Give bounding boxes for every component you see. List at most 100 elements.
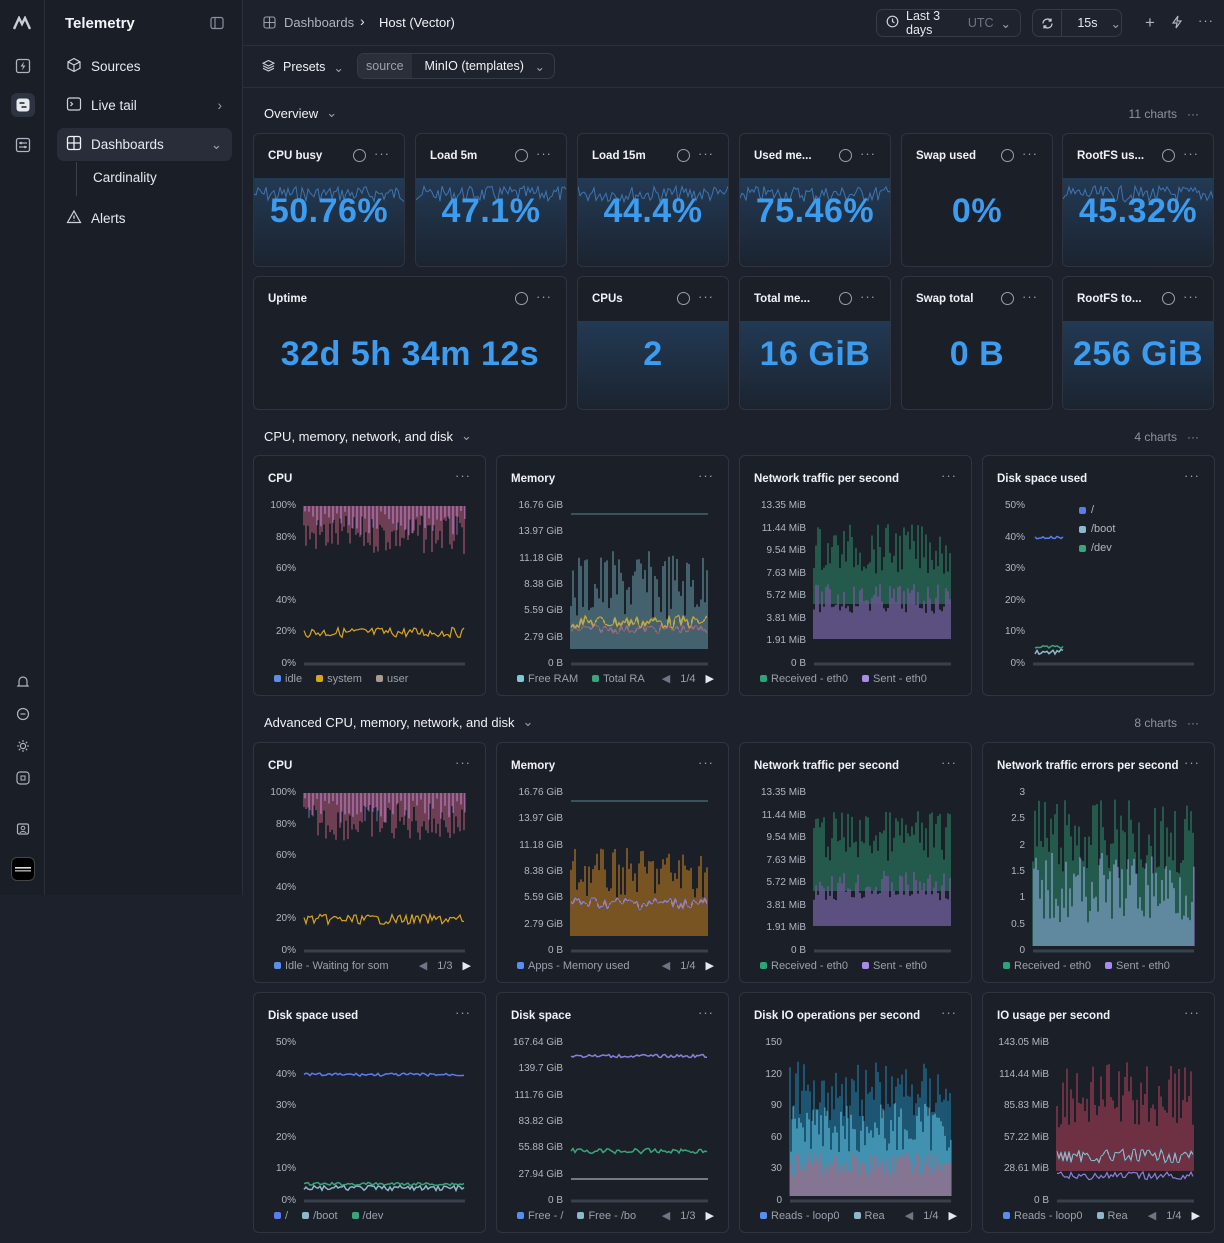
more-options-icon[interactable]: ···	[941, 468, 957, 483]
legend-item[interactable]: Free RAM	[517, 673, 578, 685]
chart-card[interactable]: IO usage per second ··· 143.05 MiB 114.44 M…	[982, 992, 1215, 1233]
dashboards-rail-icon[interactable]	[11, 93, 35, 117]
next-page-icon[interactable]: ▶	[948, 1210, 957, 1222]
time-range-picker[interactable]: Last 3 days UTC ⌄	[876, 9, 1021, 37]
chart-card[interactable]: Memory ··· 16.76 GiB 13.97 GiB 11.18 GiB 8.38…	[496, 742, 729, 983]
more-options-icon[interactable]: ···	[698, 755, 714, 770]
lightning-icon[interactable]	[1171, 15, 1183, 32]
status-circle-icon[interactable]	[515, 292, 528, 305]
plot-area[interactable]	[740, 743, 972, 983]
stat-card[interactable]: Uptime ··· 32d 5h 34m 12s	[253, 276, 567, 410]
chart-card[interactable]: Network traffic errors per second ··· 3 2.5…	[982, 742, 1215, 983]
next-page-icon[interactable]: ▶	[462, 960, 471, 972]
chart-card[interactable]: CPU ··· 100% 80% 60% 40% 20% 0% Idle - Waiting f…	[253, 742, 486, 983]
plot-area[interactable]	[497, 456, 729, 696]
stat-card[interactable]: Used me... ··· 75.46%	[739, 133, 891, 267]
breadcrumb-root[interactable]: Dashboards	[284, 15, 355, 30]
more-options-icon[interactable]: ···	[1184, 468, 1200, 483]
status-circle-icon[interactable]	[515, 149, 528, 162]
bell-icon[interactable]	[11, 670, 35, 694]
next-page-icon[interactable]: ▶	[705, 673, 714, 685]
legend-item[interactable]: Apps - Memory used	[517, 960, 629, 972]
prev-page-icon[interactable]: ◀	[904, 1210, 914, 1222]
legend-item[interactable]: Rea	[1096, 1210, 1128, 1222]
next-page-icon[interactable]: ▶	[1191, 1210, 1200, 1222]
status-circle-icon[interactable]	[677, 292, 690, 305]
sidebar-item-dashboards[interactable]: Dashboards ⌄	[57, 128, 232, 161]
legend-item[interactable]: Rea	[853, 1210, 885, 1222]
status-circle-icon[interactable]	[839, 149, 852, 162]
section-advanced-title[interactable]: Advanced CPU, memory, network, and disk ⌄	[264, 714, 533, 730]
more-options-icon[interactable]: ···	[1198, 13, 1214, 28]
legend-item[interactable]: Free - /	[517, 1210, 563, 1222]
more-options-icon[interactable]: ···	[374, 146, 390, 161]
more-options-icon[interactable]: ···	[941, 755, 957, 770]
plot-area[interactable]	[983, 456, 1215, 696]
lightning-panel-icon[interactable]	[11, 54, 35, 78]
legend-item[interactable]: Received - eth0	[1003, 960, 1091, 972]
status-circle-icon[interactable]	[1162, 292, 1175, 305]
legend-item[interactable]: Reads - loop0	[1003, 1210, 1083, 1222]
avatar[interactable]	[11, 857, 35, 881]
chart-card[interactable]: Disk IO operations per second ··· 150 120 90…	[739, 992, 972, 1233]
more-options-icon[interactable]: ···	[1187, 430, 1199, 444]
legend-item[interactable]: system	[316, 673, 362, 685]
stat-card[interactable]: Swap used ··· 0%	[901, 133, 1053, 267]
command-icon[interactable]	[11, 766, 35, 790]
legend-item[interactable]: Received - eth0	[760, 673, 848, 685]
more-options-icon[interactable]: ···	[1187, 107, 1199, 121]
legend-item[interactable]: user	[375, 673, 408, 685]
legend-item[interactable]: /dev	[1079, 542, 1112, 554]
chart-card[interactable]: Disk space ··· 167.64 GiB 139.7 GiB 111.76 G…	[496, 992, 729, 1233]
legend-item[interactable]: /dev	[351, 1210, 383, 1222]
status-circle-icon[interactable]	[353, 149, 366, 162]
more-options-icon[interactable]: ···	[1022, 289, 1038, 304]
chart-card[interactable]: Disk space used ··· 50% 40% 30% 20% 10% 0% / /boo…	[253, 992, 486, 1233]
chart-card[interactable]: CPU ··· 100% 80% 60% 40% 20% 0% idle system user	[253, 455, 486, 696]
stat-card[interactable]: CPU busy ··· 50.76%	[253, 133, 405, 267]
user-badge-icon[interactable]	[11, 817, 35, 841]
plot-area[interactable]	[254, 993, 486, 1233]
prev-page-icon[interactable]: ◀	[661, 1210, 671, 1222]
plot-area[interactable]	[254, 456, 486, 696]
sidebar-item-alerts[interactable]: Alerts	[57, 202, 232, 235]
more-options-icon[interactable]: ···	[1187, 716, 1199, 730]
legend-item[interactable]: Total RA	[592, 673, 645, 685]
more-options-icon[interactable]: ···	[1184, 755, 1200, 770]
more-options-icon[interactable]: ···	[1183, 146, 1199, 161]
plot-area[interactable]	[983, 993, 1215, 1233]
status-circle-icon[interactable]	[1162, 149, 1175, 162]
more-options-icon[interactable]: ···	[698, 146, 714, 161]
prev-page-icon[interactable]: ◀	[661, 960, 671, 972]
chat-icon[interactable]	[11, 702, 35, 726]
legend-item[interactable]: Received - eth0	[760, 960, 848, 972]
chart-card[interactable]: Memory ··· 16.76 GiB 13.97 GiB 11.18 GiB 8.38…	[496, 455, 729, 696]
stat-card[interactable]: Load 15m ··· 44.4%	[577, 133, 729, 267]
collapse-sidebar-icon[interactable]	[210, 16, 224, 33]
legend-item[interactable]: /boot	[302, 1210, 338, 1222]
more-options-icon[interactable]: ···	[536, 146, 552, 161]
more-options-icon[interactable]: ···	[1183, 289, 1199, 304]
plot-area[interactable]	[740, 993, 972, 1233]
plot-area[interactable]	[740, 456, 972, 696]
stat-card[interactable]: RootFS to... ··· 256 GiB	[1062, 276, 1214, 410]
more-options-icon[interactable]: ···	[1184, 1005, 1200, 1020]
plot-area[interactable]	[497, 993, 729, 1233]
sidebar-item-sources[interactable]: Sources	[57, 50, 232, 83]
sun-icon[interactable]	[11, 734, 35, 758]
more-options-icon[interactable]: ···	[860, 289, 876, 304]
plot-area[interactable]	[497, 743, 729, 983]
more-options-icon[interactable]: ···	[1022, 146, 1038, 161]
sidebar-item-cardinality[interactable]: Cardinality	[93, 170, 157, 185]
presets-button[interactable]: Presets ⌄	[261, 59, 344, 75]
more-options-icon[interactable]: ···	[455, 468, 471, 483]
stat-card[interactable]: Swap total ··· 0 B	[901, 276, 1053, 410]
more-options-icon[interactable]: ···	[536, 289, 552, 304]
legend-item[interactable]: Sent - eth0	[1105, 960, 1170, 972]
more-options-icon[interactable]: ···	[860, 146, 876, 161]
status-circle-icon[interactable]	[839, 292, 852, 305]
chart-card[interactable]: Network traffic per second ··· 13.35 MiB 11…	[739, 742, 972, 983]
plot-area[interactable]	[983, 743, 1215, 983]
legend-item[interactable]: Sent - eth0	[862, 960, 927, 972]
source-filter[interactable]: source MinIO (templates) ⌄	[357, 53, 555, 79]
